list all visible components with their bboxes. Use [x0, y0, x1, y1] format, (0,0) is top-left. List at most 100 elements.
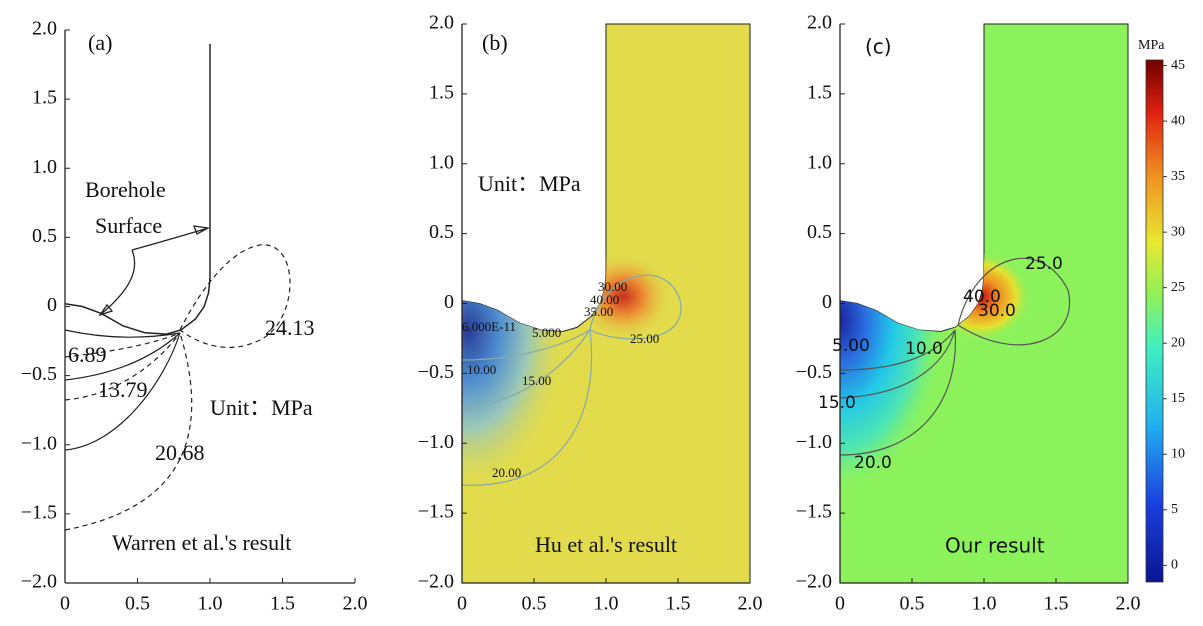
- x-tick-label: 0.5: [522, 593, 547, 615]
- y-tick-label: −0.5: [21, 363, 57, 385]
- contour-label: 35.00: [584, 304, 613, 319]
- x-tick-label: 1.5: [666, 593, 691, 615]
- y-tick-label: 1.5: [807, 81, 832, 103]
- x-tick-label: 2.0: [738, 593, 763, 615]
- contour-label: 5.000: [532, 325, 561, 340]
- x-tick-label: 0.5: [125, 593, 150, 615]
- contour-label: 30.0: [978, 301, 1016, 321]
- x-tick-label: 1.0: [594, 593, 619, 615]
- contour-line: [64, 332, 181, 358]
- contour-label: 20.00: [492, 465, 521, 480]
- x-tick-label: 2.0: [1116, 593, 1141, 615]
- y-tick-label: 0.5: [32, 225, 57, 247]
- contour-line: [64, 332, 181, 381]
- x-tick-label: 0: [835, 593, 845, 615]
- panel-label: (c): [865, 35, 892, 59]
- colorbar-tick-label: 5: [1171, 502, 1178, 517]
- panel: −2.0 −1.5 −1.0 −0.5 0 0.5 1.0 1.5 2.0 0 0.5 1.0 1.5 2…: [418, 12, 763, 615]
- x-tick-label: 0.5: [900, 593, 925, 615]
- x-tick-label: 1.0: [972, 593, 997, 615]
- contour-line: [64, 332, 193, 531]
- contour-line: [461, 329, 591, 411]
- contour-label: 30.00: [598, 279, 627, 294]
- colorbar: [1145, 59, 1164, 583]
- unit-label: Unit：MPa: [478, 171, 581, 196]
- contour-line: [64, 332, 181, 451]
- y-tick-label: −1.5: [418, 501, 454, 523]
- colorbar-tick-label: 35: [1171, 169, 1185, 184]
- contour-label: 25.0: [1025, 254, 1063, 274]
- contour-line: [839, 329, 956, 371]
- y-tick-label: 0: [822, 291, 832, 313]
- panel: −2.0 −1.5 −1.0 −0.5 0 0.5 1.0 1.5 2.0 0 0.5 1.0 1.5 2…: [21, 18, 368, 615]
- colorbar-tick-label: 15: [1171, 391, 1185, 406]
- contour-line: [179, 244, 291, 348]
- contour-label: 25.00: [630, 331, 659, 346]
- x-tick-label: 0: [457, 593, 467, 615]
- caption: Warren et al.'s result: [112, 530, 291, 555]
- y-tick-label: 1.5: [429, 81, 454, 103]
- colorbar-tick-label: 40: [1171, 113, 1185, 128]
- borehole-label: Surface: [95, 213, 162, 238]
- panel: −2.0 −1.5 −1.0 −0.5 0 0.5 1.0 1.5 2.0 0 0.5 1.0 1.5 2…: [796, 12, 1185, 615]
- colorbar-tick-label: 20: [1171, 335, 1185, 350]
- contour-label: 10.00: [467, 362, 496, 377]
- contour-label: 15.0: [818, 393, 856, 413]
- caption: Our result: [945, 534, 1045, 558]
- contour-label: 40.0: [963, 287, 1001, 307]
- y-tick-label: 2.0: [429, 12, 454, 34]
- y-tick-label: 1.0: [807, 151, 832, 173]
- x-tick-label: 1.0: [198, 593, 223, 615]
- y-tick-label: 0.5: [807, 221, 832, 243]
- contour-line: [589, 274, 682, 340]
- unit-label: Unit：MPa: [210, 395, 313, 420]
- y-tick-label: −1.5: [21, 501, 57, 523]
- x-tick-label: 1.5: [1044, 593, 1069, 615]
- contour-label: 6.000E-11: [462, 319, 516, 334]
- contour-label: 6.89: [68, 342, 107, 367]
- contour-line: [839, 329, 957, 456]
- x-tick-label: 1.5: [270, 593, 295, 615]
- y-tick-label: −1.5: [796, 501, 832, 523]
- contour-line: [839, 329, 956, 399]
- y-tick-label: −0.5: [418, 361, 454, 383]
- colorbar-label: MPa: [1138, 38, 1165, 53]
- panel-label: (b): [482, 30, 508, 55]
- contour-label: 20.68: [155, 440, 205, 465]
- contour-line: [461, 329, 593, 486]
- contour-line: [64, 329, 181, 338]
- y-tick-label: 1.0: [32, 156, 57, 178]
- colorbar-tick-label: 30: [1171, 224, 1185, 239]
- y-tick-label: 1.0: [429, 151, 454, 173]
- contour-label: 13.79: [98, 377, 148, 402]
- y-tick-label: −2.0: [418, 571, 454, 593]
- y-tick-label: −1.0: [21, 432, 57, 454]
- y-tick-label: 0: [444, 291, 454, 313]
- cold-zone: [462, 296, 576, 528]
- y-tick-label: 2.0: [807, 12, 832, 34]
- contour-line: [461, 329, 591, 361]
- contour-label: 5.00: [832, 336, 870, 356]
- x-tick-label: 2.0: [343, 593, 368, 615]
- contour-label: 20.0: [854, 453, 892, 473]
- colorbar-tick-label: 0: [1171, 558, 1178, 573]
- colorbar-tick-label: 25: [1171, 280, 1185, 295]
- contour-label: 24.13: [265, 315, 315, 340]
- x-tick-label: 0: [60, 593, 70, 615]
- y-tick-label: 0: [47, 294, 57, 316]
- contour-line: [64, 332, 181, 401]
- contour-label: 40.00: [590, 292, 619, 307]
- borehole-wall: [64, 43, 211, 335]
- y-tick-label: −2.0: [796, 571, 832, 593]
- caption: Hu et al.'s result: [535, 532, 677, 557]
- contour-label: 15.00: [522, 373, 551, 388]
- y-tick-label: −2.0: [21, 571, 57, 593]
- hot-zone: [573, 251, 674, 342]
- colorbar-tick-label: 10: [1171, 446, 1185, 461]
- y-tick-label: −0.5: [796, 361, 832, 383]
- colorbar-tick-label: 45: [1171, 58, 1185, 73]
- contour-line: [957, 257, 1071, 346]
- borehole-label: Borehole: [85, 177, 166, 202]
- contour-label: 10.0: [905, 339, 943, 359]
